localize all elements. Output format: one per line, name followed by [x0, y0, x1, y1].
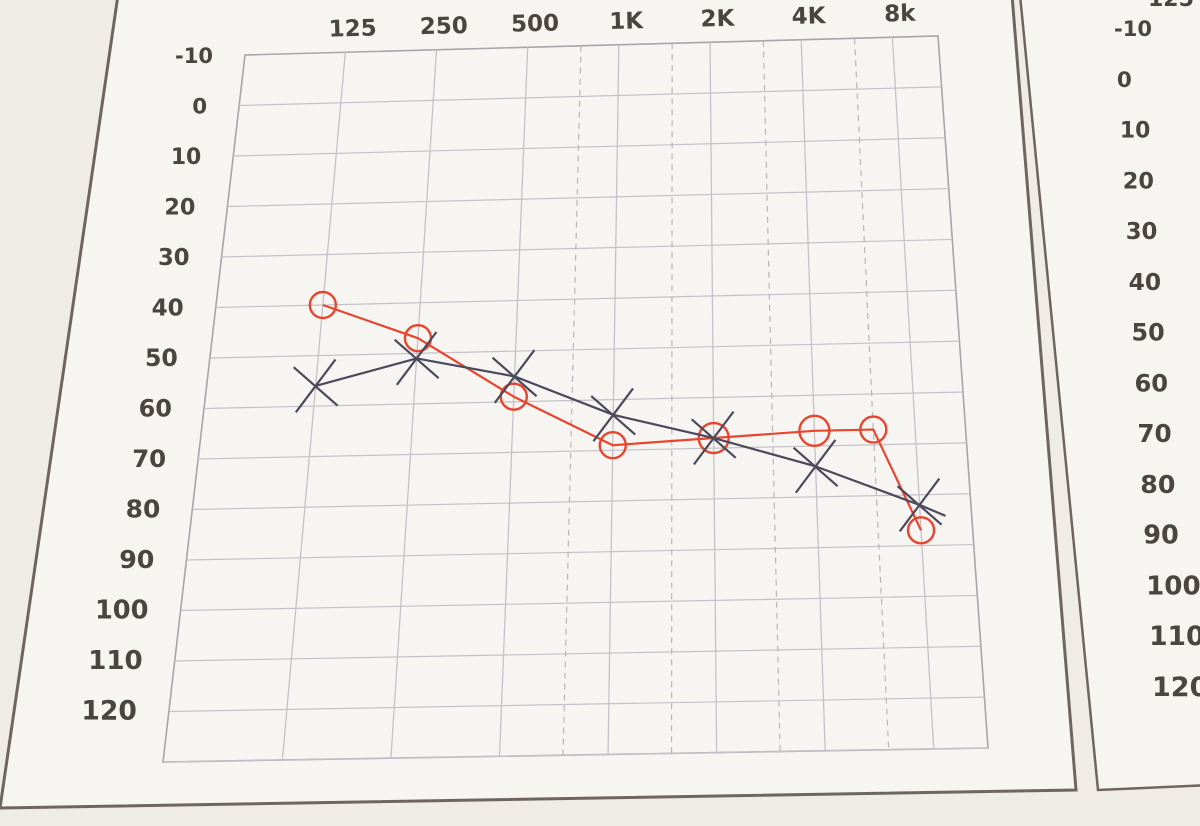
grid-hline — [174, 645, 981, 662]
y-tick-label: 70 — [132, 444, 166, 473]
data-point-cross — [690, 410, 737, 466]
second-chart-tick-labels: 125 -10 0 10 20 30 40 50 60 70 80 90 100 110 120 — [1114, 0, 1200, 703]
grid-hline — [186, 543, 974, 561]
grid-hline — [227, 187, 949, 208]
y-tick-label: 100 — [95, 596, 149, 626]
y-tick-label: 80 — [126, 495, 161, 524]
data-point-circle — [798, 414, 831, 448]
y-tick-label: 120 — [1152, 672, 1200, 703]
y-tick-label: -10 — [175, 44, 213, 68]
grid-vline-dashed — [670, 43, 673, 754]
y-tick-label: 40 — [152, 296, 184, 322]
x-tick-label: 1K — [609, 8, 645, 35]
y-tick-label: 90 — [1143, 521, 1179, 551]
y-tick-label: 110 — [1149, 621, 1200, 652]
grid-hline — [180, 594, 978, 612]
y-tick-label: 80 — [1140, 470, 1175, 499]
x-tick-label: 8k — [884, 1, 917, 28]
grid-hline — [162, 747, 989, 763]
data-point-circle — [308, 290, 338, 320]
series-layer — [292, 290, 946, 545]
y-tick-label: 50 — [145, 344, 178, 372]
y-tick-label: 20 — [164, 195, 195, 221]
cross-stroke — [395, 331, 438, 386]
cross-stroke — [898, 477, 941, 532]
y-tick-label: 0 — [192, 95, 207, 120]
series-line — [322, 303, 923, 531]
y-tick-label: 20 — [1123, 168, 1154, 194]
data-point-circle — [598, 431, 627, 460]
x-tick-label: 4K — [791, 3, 827, 30]
x-tick-label: 2K — [700, 6, 736, 33]
grid-hline — [209, 340, 960, 359]
cross-stroke — [493, 349, 536, 404]
y-tick-label: 10 — [1120, 119, 1150, 144]
grid-hline — [203, 391, 964, 410]
data-point-cross — [590, 387, 636, 442]
cross-stroke — [294, 358, 337, 413]
y-tick-label: 0 — [1117, 68, 1132, 93]
data-point-circle — [697, 421, 730, 455]
data-point-circle — [906, 516, 936, 545]
grid-vline-dashed — [562, 45, 582, 756]
grid-hline — [198, 442, 967, 460]
cross-stroke — [592, 387, 634, 442]
cross-stroke — [693, 410, 735, 466]
x-tick-label: 125 — [1148, 0, 1194, 12]
x-tick-label: 250 — [420, 13, 469, 40]
grid-hline — [221, 238, 953, 258]
grid-vline — [607, 44, 620, 755]
y-tick-label: 60 — [1134, 369, 1168, 397]
cross-stroke — [794, 439, 837, 494]
grid-vline — [891, 37, 935, 749]
grid-lines — [162, 37, 989, 763]
data-point-cross — [292, 358, 339, 413]
grid-vline — [498, 47, 529, 757]
y-tick-label: 30 — [158, 245, 190, 271]
y-tick-label: 120 — [81, 696, 137, 727]
data-point-cross — [792, 439, 839, 494]
x-tick-label: 125 — [328, 15, 377, 42]
y-tick-label: 30 — [1126, 219, 1158, 245]
y-tick-label: -10 — [1114, 17, 1152, 41]
data-point-circle — [499, 382, 528, 411]
grid-hline — [239, 86, 942, 107]
grid-hline — [233, 137, 946, 157]
y-tick-label: 110 — [88, 646, 142, 676]
data-point-cross — [491, 349, 538, 404]
grid-vline — [709, 42, 718, 753]
right-panel-border — [1019, 0, 1200, 792]
y-tick-label: 10 — [171, 145, 201, 170]
y-tick-label: 90 — [119, 545, 154, 574]
y-tick-label: 100 — [1146, 571, 1200, 601]
grid-vline — [800, 39, 826, 751]
y-tick-label: 50 — [1132, 319, 1165, 347]
grid-vline-dashed — [853, 38, 890, 750]
grid-vline — [281, 52, 346, 761]
y-tick-label: 60 — [139, 395, 172, 423]
grid-hline — [168, 696, 985, 713]
grid-vline — [390, 49, 438, 759]
data-point-circle — [859, 415, 888, 444]
x-tick-label: 500 — [511, 10, 560, 37]
grid-vline-dashed — [762, 40, 781, 752]
grid-hline — [192, 493, 971, 511]
tick-labels: 125 250 500 1K 2K 4K 8k -10 0 10 20 30 40 50 60 70 80 90 1… — [81, 1, 916, 727]
data-point-cross — [393, 331, 440, 386]
y-tick-label: 70 — [1137, 419, 1171, 448]
y-tick-label: 40 — [1129, 269, 1161, 296]
grid-hline — [215, 289, 956, 309]
data-point-cross — [896, 477, 943, 532]
series-line-tail — [919, 503, 946, 517]
